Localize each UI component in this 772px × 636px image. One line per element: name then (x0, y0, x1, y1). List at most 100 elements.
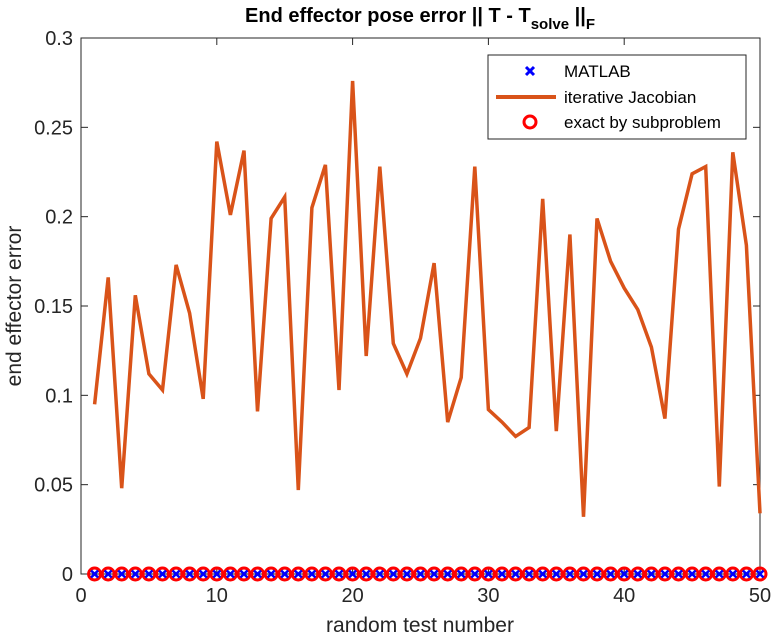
matlab-point (402, 569, 412, 579)
matlab-point (334, 569, 344, 579)
legend-x-marker-icon (524, 65, 536, 77)
exact-by-subproblem-point (413, 566, 428, 582)
exact-by-subproblem-point (698, 566, 714, 582)
matlab-point (348, 569, 357, 579)
matlab-point (239, 569, 249, 579)
matlab-point (130, 569, 140, 579)
matlab-point (674, 569, 683, 579)
exact-by-subproblem-point (752, 566, 768, 582)
matlab-point (619, 569, 629, 579)
exact-by-subproblem-point (399, 566, 415, 582)
x-tick-label: 20 (341, 585, 363, 607)
matlab-point (388, 569, 398, 579)
exact-by-subproblem-point (277, 566, 293, 582)
exact-by-subproblem-point (100, 566, 116, 582)
matlab-point (253, 569, 262, 579)
exact-by-subproblem-point (114, 566, 130, 582)
exact-by-subproblem-point (290, 566, 306, 582)
matlab-point (592, 569, 602, 579)
legend: MATLAB iterative Jacobian exact by subpr… (487, 54, 747, 140)
matlab-point (633, 569, 643, 579)
exact-by-subproblem-point (87, 566, 103, 582)
exact-by-subproblem-point (426, 566, 442, 582)
y-axis-label: end effector error (3, 226, 26, 387)
matlab-point (171, 569, 181, 579)
x-tick-label: 10 (206, 585, 228, 607)
matlab-point (565, 569, 575, 579)
y-tick-label: 0.15 (34, 296, 73, 318)
exact-by-subproblem-point (127, 566, 143, 582)
exact-by-subproblem-point (250, 566, 266, 582)
matlab-point (144, 569, 154, 579)
x-tick-label: 50 (749, 585, 771, 607)
y-tick-label: 0.2 (45, 207, 73, 229)
matlab-point (117, 569, 127, 579)
chart-title-subscript-2: F (586, 16, 595, 33)
matlab-point (280, 569, 290, 579)
chart-title-tail: || (569, 5, 586, 27)
matlab-point (103, 569, 113, 579)
matlab-point (579, 569, 588, 579)
exact-by-subproblem-point (141, 566, 157, 582)
exact-by-subproblem-point (494, 566, 510, 582)
chart-title-subscript: solve (531, 16, 569, 33)
y-tick-label: 0.05 (34, 475, 73, 497)
y-tick-label: 0.1 (45, 385, 73, 407)
exact-by-subproblem-point (372, 566, 388, 582)
exact-by-subproblem-point (304, 566, 320, 582)
matlab-point (755, 569, 765, 579)
y-tick-label: 0 (62, 564, 73, 586)
exact-by-subproblem-point (154, 566, 170, 582)
exact-by-subproblem-point (630, 566, 646, 582)
matlab-point (416, 569, 425, 579)
exact-by-subproblem-point (358, 566, 374, 582)
matlab-point (225, 569, 235, 579)
matlab-point (90, 569, 99, 579)
exact-by-subproblem-point (209, 566, 225, 582)
series-matlab (90, 569, 765, 579)
matlab-point (646, 569, 656, 579)
matlab-point (307, 569, 317, 579)
series-exact-by-subproblem (87, 566, 768, 582)
exact-by-subproblem-point (263, 566, 279, 582)
exact-by-subproblem-point (684, 566, 700, 582)
matlab-point (606, 569, 616, 579)
legend-item-iterative-jacobian: iterative Jacobian (496, 88, 696, 107)
series-iterative-jacobian-line (92, 80, 762, 517)
exact-by-subproblem-point (236, 566, 252, 582)
exact-by-subproblem-point (603, 566, 619, 582)
matlab-point (701, 569, 711, 579)
matlab-point (524, 569, 534, 579)
matlab-point (443, 569, 453, 579)
matlab-point (687, 569, 697, 579)
matlab-point (511, 569, 520, 579)
legend-circle-marker-icon (522, 114, 538, 130)
chart-title-main: End effector pose error || T - T (245, 5, 531, 27)
matlab-point (158, 569, 167, 579)
exact-by-subproblem-point (589, 566, 605, 582)
exact-by-subproblem-point (548, 566, 564, 582)
matlab-point (728, 569, 738, 579)
chart-title: End effector pose error || T - Tsolve ||… (245, 5, 595, 33)
exact-by-subproblem-point (738, 566, 754, 582)
exact-by-subproblem-point (562, 566, 578, 582)
y-tick-label: 0.25 (34, 117, 73, 139)
exact-by-subproblem-point (467, 566, 483, 582)
exact-by-subproblem-point (168, 566, 184, 582)
exact-by-subproblem-point (725, 566, 741, 582)
matlab-point (266, 569, 276, 579)
exact-by-subproblem-point (345, 566, 361, 582)
exact-by-subproblem-point (317, 566, 333, 582)
exact-by-subproblem-point (521, 566, 537, 582)
x-tick-label: 40 (613, 585, 635, 607)
matlab-point (470, 569, 480, 579)
exact-by-subproblem-point (385, 566, 401, 582)
matlab-point (375, 569, 385, 579)
legend-label-iterative-jacobian: iterative Jacobian (564, 88, 696, 107)
matlab-point (742, 569, 751, 579)
series-layer (87, 80, 768, 582)
matlab-point (660, 569, 670, 579)
x-tick-label: 0 (75, 585, 86, 607)
exact-by-subproblem-point (575, 566, 591, 582)
